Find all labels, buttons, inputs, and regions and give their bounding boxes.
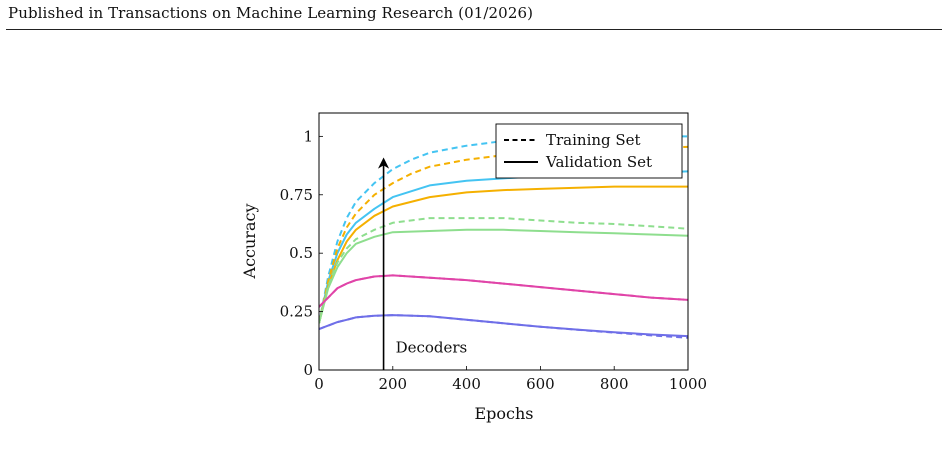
y-tick-label: 0	[303, 361, 313, 379]
x-tick-label: 600	[526, 375, 555, 393]
series-line-6-train	[319, 274, 688, 308]
y-tick-label: 0.5	[289, 244, 313, 262]
series-line-3-val	[319, 185, 688, 324]
series-line-5-val	[319, 228, 688, 324]
series-line-7-val	[319, 274, 688, 308]
legend-label-validation: Validation Set	[545, 153, 652, 171]
series-line-8-train	[319, 314, 688, 339]
y-tick-label: 1	[303, 127, 313, 145]
y-tick-label: 0.75	[280, 186, 313, 204]
x-tick-label: 800	[600, 375, 629, 393]
legend-label-training: Training Set	[546, 131, 641, 149]
page-header: Published in Transactions on Machine Lea…	[8, 4, 534, 22]
legend: Training Set Validation Set	[495, 123, 683, 179]
x-tick-label: 200	[378, 375, 407, 393]
legend-box	[495, 123, 683, 179]
axis-ticks: 0 200 400 600 800 1000 0 0.25 0.5 0.75 1	[280, 127, 708, 393]
decoders-label: Decoders	[396, 338, 468, 356]
series-line-9-val	[319, 314, 688, 338]
x-tick-label: 1000	[669, 375, 707, 393]
y-tick-label: 0.25	[280, 303, 313, 321]
x-tick-label: 0	[314, 375, 324, 393]
x-axis-label: Epochs	[474, 404, 533, 423]
y-axis-label: Accuracy	[240, 204, 259, 280]
x-tick-label: 400	[452, 375, 481, 393]
header-rule	[6, 29, 942, 30]
plot-frame	[318, 112, 689, 371]
series-line-4-train	[319, 217, 688, 324]
annotation: Decoders	[377, 157, 468, 370]
